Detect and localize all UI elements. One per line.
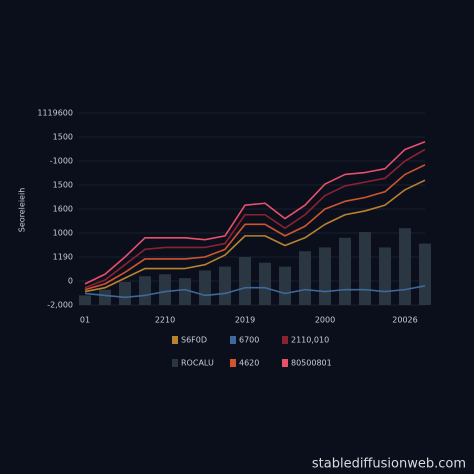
x-tick-label: 20026 <box>392 316 417 325</box>
legend-swatch <box>230 359 236 367</box>
y-tick-label: 1500 <box>53 133 73 142</box>
line <box>84 285 426 299</box>
bar <box>79 295 91 305</box>
bar <box>419 243 431 305</box>
x-tick-label: 2019 <box>235 316 255 325</box>
legend-swatch <box>230 336 236 344</box>
bar <box>119 281 131 305</box>
bar <box>239 257 251 305</box>
y-tick-label: -1000 <box>50 157 73 166</box>
x-tick-label: 2210 <box>155 316 175 325</box>
bar <box>279 266 291 305</box>
y-tick-label: -2,000 <box>47 301 73 310</box>
legend-swatch <box>282 336 288 344</box>
bar <box>359 232 371 305</box>
y-axis-title: Seoreleieih <box>18 188 27 233</box>
line <box>84 179 426 293</box>
y-tick-label: 1600 <box>53 205 73 214</box>
y-tick-label: 1500 <box>53 181 73 190</box>
line <box>84 141 426 285</box>
line <box>84 164 426 291</box>
legend-label: 80500801 <box>291 359 332 368</box>
legend-label: S6F0D <box>181 336 207 345</box>
bar <box>299 251 311 305</box>
legend-label: 2110,010 <box>291 336 329 345</box>
legend-swatch <box>172 359 178 367</box>
bar <box>319 247 331 305</box>
bar <box>179 278 191 305</box>
line <box>84 148 426 289</box>
legend-label: ROCALU <box>181 359 214 368</box>
legend-label: 6700 <box>239 336 259 345</box>
bar <box>199 270 211 305</box>
legend-swatch <box>282 359 288 367</box>
bar <box>159 274 171 305</box>
bar <box>339 237 351 305</box>
bar <box>379 247 391 305</box>
x-tick-label: 01 <box>80 316 90 325</box>
bar <box>219 266 231 305</box>
watermark: stablediffusionweb.com <box>312 457 466 472</box>
legend-label: 4620 <box>239 359 259 368</box>
bar <box>99 289 111 305</box>
y-tick-label: 1190 <box>53 253 73 262</box>
legend-swatch <box>172 336 178 344</box>
bar <box>399 228 411 305</box>
bar <box>259 262 271 305</box>
y-tick-label: 1000 <box>53 229 73 238</box>
y-tick-label: 0 <box>68 277 73 286</box>
bar <box>139 276 151 305</box>
x-tick-label: 2000 <box>315 316 335 325</box>
y-tick-label: 1119600 <box>37 109 73 118</box>
